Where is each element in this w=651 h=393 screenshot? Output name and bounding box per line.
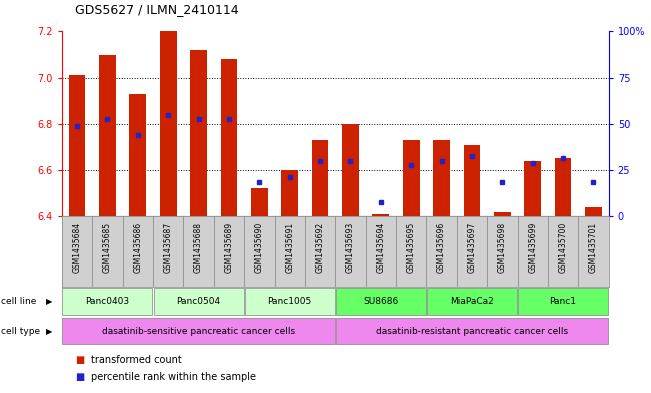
Bar — [69, 75, 85, 216]
Bar — [427, 288, 517, 315]
Text: GSM1435689: GSM1435689 — [225, 222, 234, 273]
Bar — [130, 94, 146, 216]
Text: GSM1435699: GSM1435699 — [528, 222, 537, 273]
Bar — [251, 189, 268, 216]
Text: ▶: ▶ — [46, 297, 52, 306]
Text: SU8686: SU8686 — [363, 297, 398, 306]
Text: Panc1005: Panc1005 — [268, 297, 312, 306]
Text: GSM1435694: GSM1435694 — [376, 222, 385, 273]
Bar — [494, 211, 510, 216]
Bar — [281, 170, 298, 216]
Bar — [585, 207, 602, 216]
Bar — [464, 145, 480, 216]
Text: GSM1435696: GSM1435696 — [437, 222, 446, 273]
Bar — [403, 140, 419, 216]
Text: GSM1435701: GSM1435701 — [589, 222, 598, 273]
Bar — [555, 158, 572, 216]
Bar — [336, 288, 426, 315]
Text: cell line: cell line — [1, 297, 36, 306]
Text: GSM1435693: GSM1435693 — [346, 222, 355, 273]
Text: GDS5627 / ILMN_2410114: GDS5627 / ILMN_2410114 — [75, 3, 238, 16]
Bar — [434, 140, 450, 216]
Text: GSM1435695: GSM1435695 — [407, 222, 416, 273]
Bar — [372, 214, 389, 216]
Text: Panc0403: Panc0403 — [85, 297, 130, 306]
Bar — [154, 288, 243, 315]
Text: GSM1435697: GSM1435697 — [467, 222, 477, 273]
Text: transformed count: transformed count — [91, 354, 182, 365]
Text: GSM1435700: GSM1435700 — [559, 222, 568, 273]
Bar — [190, 50, 207, 216]
Text: GSM1435692: GSM1435692 — [316, 222, 325, 273]
Text: ■: ■ — [75, 354, 84, 365]
Text: ▶: ▶ — [46, 327, 52, 336]
Text: GSM1435687: GSM1435687 — [163, 222, 173, 273]
Text: dasatinib-sensitive pancreatic cancer cells: dasatinib-sensitive pancreatic cancer ce… — [102, 327, 295, 336]
Bar — [62, 318, 335, 344]
Bar — [159, 31, 176, 216]
Bar — [336, 318, 608, 344]
Text: percentile rank within the sample: percentile rank within the sample — [91, 372, 256, 382]
Text: Panc1: Panc1 — [549, 297, 577, 306]
Text: Panc0504: Panc0504 — [176, 297, 221, 306]
Text: cell type: cell type — [1, 327, 40, 336]
Bar — [525, 161, 541, 216]
Bar — [518, 288, 608, 315]
Text: MiaPaCa2: MiaPaCa2 — [450, 297, 494, 306]
Text: GSM1435686: GSM1435686 — [133, 222, 143, 273]
Text: ■: ■ — [75, 372, 84, 382]
Bar — [221, 59, 237, 216]
Bar — [99, 55, 116, 216]
Text: dasatinib-resistant pancreatic cancer cells: dasatinib-resistant pancreatic cancer ce… — [376, 327, 568, 336]
Bar — [62, 288, 152, 315]
Text: GSM1435685: GSM1435685 — [103, 222, 112, 273]
Bar — [312, 140, 329, 216]
Text: GSM1435690: GSM1435690 — [255, 222, 264, 273]
Bar — [342, 124, 359, 216]
Text: GSM1435688: GSM1435688 — [194, 222, 203, 273]
Text: GSM1435684: GSM1435684 — [72, 222, 81, 273]
Bar — [245, 288, 335, 315]
Text: GSM1435691: GSM1435691 — [285, 222, 294, 273]
Text: GSM1435698: GSM1435698 — [498, 222, 507, 273]
